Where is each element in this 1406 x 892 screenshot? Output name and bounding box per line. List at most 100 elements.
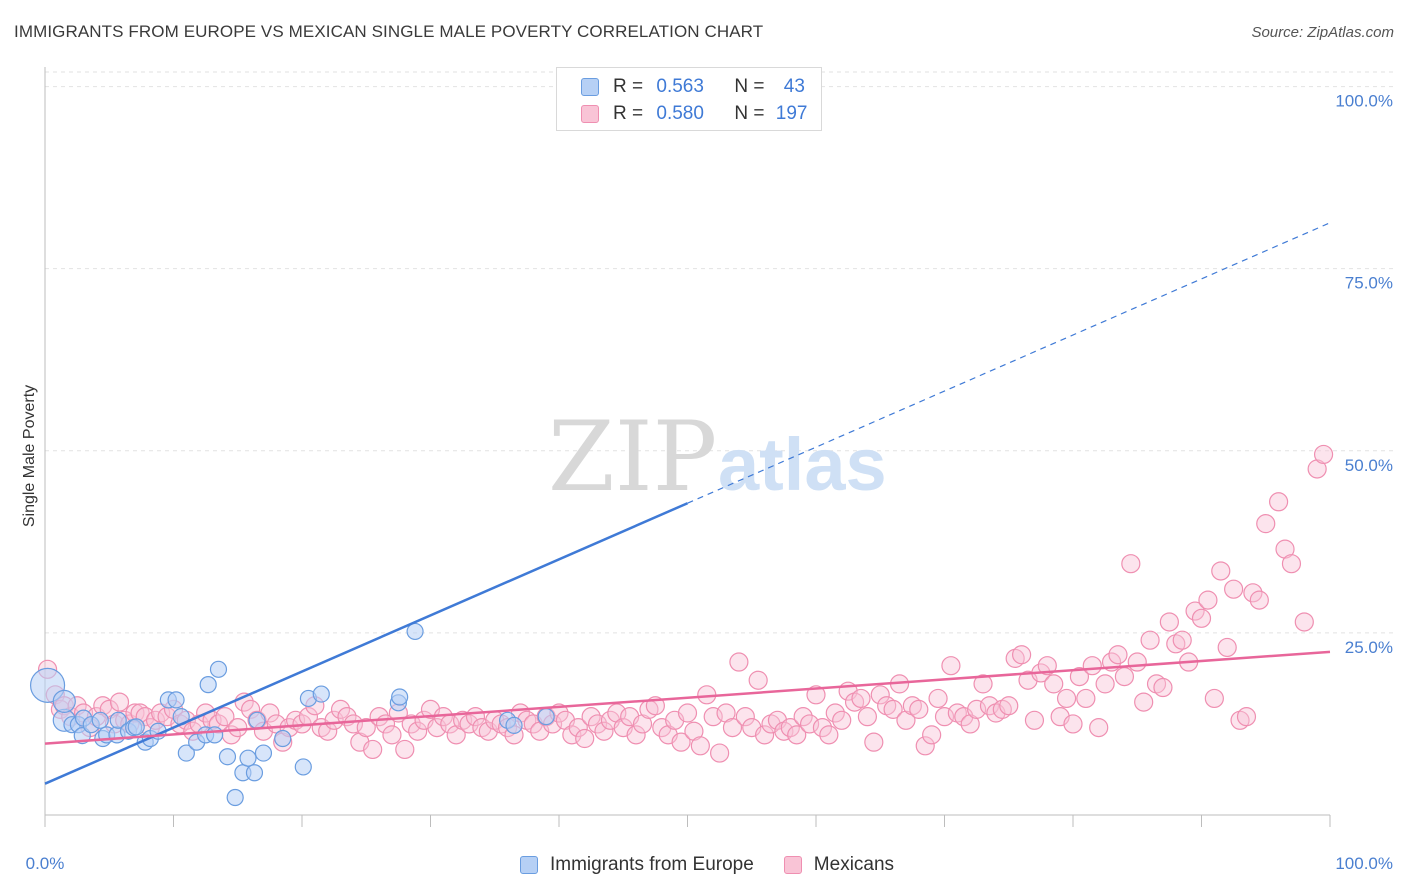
data-point-mexicans	[395, 739, 415, 760]
data-point-mexicans	[857, 707, 878, 727]
data-point-europe	[218, 748, 237, 766]
y-tick-label: 75.0%	[1345, 274, 1393, 293]
data-point-mexicans	[780, 717, 800, 738]
data-point-mexicans	[215, 707, 235, 727]
data-point-mexicans	[1153, 677, 1173, 698]
data-point-europe	[167, 691, 185, 709]
data-point-mexicans	[748, 670, 768, 690]
data-point-mexicans	[812, 717, 833, 738]
data-point-mexicans	[1140, 630, 1160, 650]
y-axis-title: Single Male Poverty	[21, 385, 38, 527]
data-point-mexicans	[1056, 688, 1077, 709]
data-point-mexicans	[703, 707, 723, 727]
data-point-mexicans	[1095, 674, 1115, 694]
data-point-mexicans	[1166, 634, 1186, 654]
data-point-mexicans	[1224, 579, 1244, 599]
data-point-mexicans	[363, 739, 383, 760]
data-point-mexicans	[774, 721, 794, 741]
data-point-mexicans	[1191, 608, 1212, 628]
data-point-mexicans	[1024, 710, 1045, 730]
data-point-europe	[254, 744, 273, 762]
x-tick-label: 0.0%	[26, 854, 65, 873]
legend-r-value: 0.563	[656, 76, 704, 97]
data-point-mexicans	[1134, 692, 1154, 712]
data-point-mexicans	[1076, 688, 1096, 709]
trend-lines	[44, 222, 1331, 785]
legend-label-europe: Immigrants from Europe	[550, 854, 754, 875]
gridlines	[45, 71, 1395, 634]
data-point-europe	[91, 711, 109, 729]
legend-item-europe: Immigrants from Europe	[520, 854, 754, 876]
data-point-mexicans	[677, 703, 698, 723]
data-point-mexicans	[825, 703, 845, 723]
data-point-mexicans	[1172, 630, 1192, 650]
data-point-mexicans	[1185, 601, 1205, 621]
data-point-europe	[199, 676, 217, 694]
data-point-mexicans	[1121, 554, 1141, 574]
data-point-mexicans	[626, 725, 646, 745]
data-point-mexicans	[568, 717, 588, 738]
data-point-europe	[391, 688, 409, 706]
axes	[44, 67, 1331, 827]
data-point-mexicans	[1044, 674, 1064, 694]
data-point-mexicans	[1217, 637, 1237, 658]
legend-n-label: N =	[734, 76, 765, 97]
legend-n-value: 43	[783, 76, 805, 97]
data-point-mexicans	[729, 652, 749, 672]
data-point-europe	[245, 764, 264, 782]
data-point-mexicans	[915, 736, 935, 756]
data-point-mexicans	[1230, 710, 1250, 730]
data-point-mexicans	[1146, 674, 1167, 694]
y-tick-label: 100.0%	[1335, 92, 1393, 111]
data-point-europe	[312, 685, 330, 703]
data-point-mexicans	[832, 710, 852, 730]
data-point-mexicans	[408, 721, 428, 741]
legend-r-label: R =	[613, 76, 644, 97]
watermark-atlas: atlas	[718, 423, 887, 506]
y-tick-label: 25.0%	[1345, 638, 1393, 657]
stats-legend: R = 0.563 N = 43 R = 0.580 N = 197	[556, 67, 822, 131]
data-point-mexicans	[735, 707, 755, 727]
data-point-europe	[248, 711, 266, 729]
legend-swatch-europe	[581, 78, 599, 96]
data-point-mexicans	[382, 725, 402, 745]
legend-n-value: 197	[775, 103, 808, 124]
data-point-mexicans	[934, 707, 955, 727]
data-point-mexicans	[754, 725, 775, 745]
data-point-mexicans	[690, 736, 710, 756]
data-point-mexicans	[844, 692, 865, 712]
data-point-europe	[274, 729, 292, 748]
watermark-zip: ZIP	[548, 401, 717, 513]
data-point-mexicans	[356, 717, 376, 738]
data-point-mexicans	[864, 732, 884, 752]
legend-label-mexicans: Mexicans	[813, 854, 895, 875]
chart-title: IMMIGRANTS FROM EUROPE VS MEXICAN SINGLE…	[14, 22, 764, 41]
data-point-mexicans	[947, 703, 967, 723]
legend-row-europe: R = 0.563 N = 43	[581, 74, 805, 100]
tick-labels: 25.0% 50.0% 75.0% 100.0% 0.0% 100.0%	[26, 92, 1393, 873]
data-point-mexicans	[1082, 656, 1102, 676]
data-point-europe	[239, 749, 257, 767]
data-point-mexicans	[1294, 612, 1314, 632]
watermark: ZIP atlas	[548, 401, 887, 513]
data-point-mexicans	[330, 699, 351, 719]
data-point-mexicans	[1281, 554, 1302, 574]
x-tick-label: 100.0%	[1335, 854, 1393, 873]
y-tick-label: 50.0%	[1345, 456, 1393, 475]
data-point-mexicans	[459, 714, 479, 734]
data-point-europe	[109, 711, 127, 729]
data-point-mexicans	[1069, 666, 1090, 687]
data-point-mexicans	[799, 714, 820, 734]
data-point-europe	[177, 744, 195, 762]
data-point-mexicans	[1249, 590, 1269, 610]
data-point-europe	[127, 718, 145, 736]
legend-n-label: N =	[734, 103, 765, 124]
data-point-mexicans	[587, 714, 608, 734]
data-point-mexicans	[1127, 652, 1147, 672]
legend-swatch-europe	[520, 856, 538, 874]
data-point-mexicans	[710, 743, 730, 763]
data-point-mexicans	[902, 696, 922, 716]
data-point-europe	[294, 758, 312, 776]
data-point-mexicans	[722, 717, 743, 738]
